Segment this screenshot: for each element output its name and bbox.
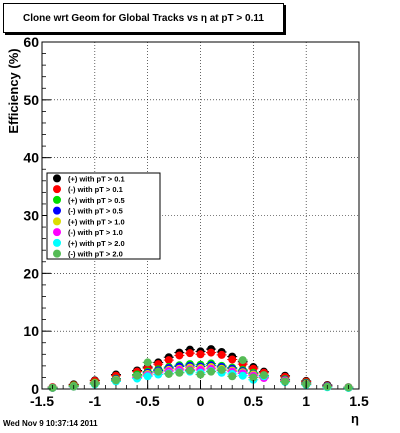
data-point bbox=[143, 372, 152, 381]
legend-box bbox=[46, 172, 161, 260]
legend-marker bbox=[53, 206, 61, 215]
data-point bbox=[217, 350, 226, 359]
legend-entry: (+) with pT > 2.0 bbox=[68, 239, 125, 248]
legend-marker bbox=[53, 249, 61, 258]
data-point bbox=[196, 370, 205, 379]
legend-marker bbox=[53, 238, 61, 247]
y-tick-label: 10 bbox=[23, 323, 39, 339]
data-layer bbox=[47, 345, 354, 392]
data-point bbox=[164, 369, 173, 378]
y-tick-label: 20 bbox=[23, 265, 39, 281]
x-tick-label: 0 bbox=[197, 393, 205, 409]
grid bbox=[42, 42, 359, 389]
data-point bbox=[259, 371, 268, 380]
legend-marker bbox=[53, 228, 61, 237]
data-point bbox=[281, 377, 290, 386]
data-point bbox=[154, 367, 163, 376]
legend-entry: (+) with pT > 0.5 bbox=[68, 196, 125, 205]
y-tick-label: 50 bbox=[23, 92, 39, 108]
axes: -1.5 -1 -0.5 0 0.5 1 1.5 0 10 20 30 40 50 60 bbox=[23, 34, 369, 409]
data-point bbox=[217, 365, 226, 374]
legend-entry: (-) with pT > 1.0 bbox=[68, 228, 123, 237]
x-tick-label: -1.5 bbox=[30, 393, 54, 409]
x-axis-label: η bbox=[351, 411, 359, 426]
data-point bbox=[207, 348, 216, 357]
x-tick-label: -1 bbox=[89, 393, 102, 409]
y-tick-label: 0 bbox=[31, 381, 39, 397]
legend: (+) with pT > 0.1 (-) with pT > 0.1 (+) wi… bbox=[46, 172, 161, 260]
y-tick-label: 40 bbox=[23, 150, 39, 166]
legend-marker bbox=[53, 217, 61, 226]
data-point bbox=[228, 372, 237, 381]
data-point bbox=[207, 367, 216, 376]
data-point bbox=[249, 373, 258, 382]
data-point bbox=[228, 355, 237, 364]
timestamp-footer: Wed Nov 9 10:37:14 2011 bbox=[3, 419, 98, 428]
data-point bbox=[196, 350, 205, 359]
legend-entry: (+) with pT > 0.1 bbox=[68, 174, 125, 183]
legend-entry: (-) with pT > 0.5 bbox=[68, 207, 123, 216]
legend-marker bbox=[53, 185, 61, 194]
x-tick-label: 1 bbox=[302, 393, 310, 409]
data-point bbox=[164, 356, 173, 365]
data-point bbox=[238, 371, 247, 380]
data-point bbox=[133, 371, 142, 380]
x-tick-label: 1.5 bbox=[349, 393, 369, 409]
y-axis-label: Efficiency (%) bbox=[6, 48, 21, 133]
data-point bbox=[111, 376, 120, 385]
data-point bbox=[185, 349, 194, 358]
chart-title: Clone wrt Geom for Global Tracks vs η at… bbox=[3, 3, 284, 33]
y-tick-label: 30 bbox=[23, 208, 39, 224]
data-point bbox=[175, 351, 184, 360]
legend-entry: (-) with pT > 0.1 bbox=[68, 185, 123, 194]
legend-entry: (-) with pT > 2.0 bbox=[68, 250, 123, 259]
legend-marker bbox=[53, 195, 61, 204]
y-tick-label: 60 bbox=[23, 34, 39, 50]
chart-title-text: Clone wrt Geom for Global Tracks vs η at… bbox=[23, 12, 264, 24]
x-tick-label: -0.5 bbox=[136, 393, 160, 409]
data-point bbox=[143, 358, 152, 367]
legend-entry: (+) with pT > 1.0 bbox=[68, 217, 125, 226]
data-point bbox=[175, 368, 184, 377]
x-tick-label: 0.5 bbox=[244, 393, 264, 409]
series-7 bbox=[47, 356, 354, 392]
data-point bbox=[185, 366, 194, 375]
data-point bbox=[238, 356, 247, 365]
legend-marker bbox=[53, 174, 61, 183]
